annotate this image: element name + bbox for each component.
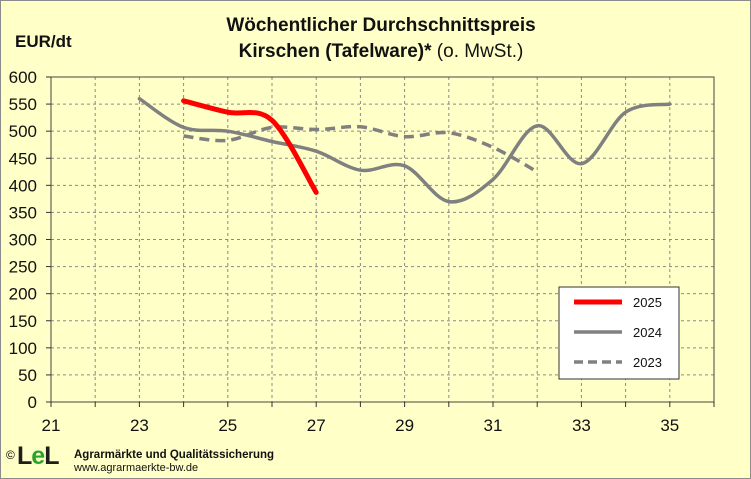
logo-letter-right: L	[44, 442, 59, 470]
legend-label-2025: 2025	[633, 295, 662, 310]
y-tick-label: 200	[9, 285, 37, 304]
x-tick-label: 27	[307, 416, 326, 435]
x-tick-label: 29	[395, 416, 414, 435]
y-tick-label: 100	[9, 339, 37, 358]
y-tick-label: 250	[9, 258, 37, 277]
y-tick-label: 0	[28, 393, 37, 412]
x-tick-label: 33	[572, 416, 591, 435]
y-tick-label: 500	[9, 122, 37, 141]
logo-letter-mid: e	[31, 442, 45, 470]
x-tick-label: 25	[218, 416, 237, 435]
y-tick-label: 400	[9, 176, 37, 195]
series-line-2025	[181, 98, 319, 195]
y-tick-label: 50	[18, 366, 37, 385]
x-tick-label: 21	[42, 416, 61, 435]
x-tick-label: 35	[660, 416, 679, 435]
y-tick-label: 450	[9, 149, 37, 168]
chart-title-line1: Wöchentlicher Durchschnittspreis	[226, 15, 536, 36]
y-tick-label: 300	[9, 231, 37, 250]
chart-title-line2: Kirschen (Tafelware)* (o. MwSt.)	[151, 41, 611, 63]
y-tick-label: 350	[9, 203, 37, 222]
chart-title-note: (o. MwSt.)	[431, 41, 524, 62]
chart-title-product: Kirschen (Tafelware)*	[238, 41, 432, 62]
x-tick-label: 31	[484, 416, 503, 435]
lel-logo: LeL	[17, 442, 59, 470]
series-line-2023	[183, 124, 539, 174]
series-line-2024	[137, 96, 672, 204]
y-axis-unit-label: EUR/dt	[15, 32, 72, 51]
legend-label-2024: 2024	[633, 325, 662, 340]
y-tick-label: 150	[9, 312, 37, 331]
copyright-symbol: ©	[6, 448, 15, 462]
footer-url[interactable]: www.agrarmaerkte-bw.de	[74, 462, 199, 474]
y-tick-label: 550	[9, 95, 37, 114]
legend-label-2023: 2023	[633, 355, 662, 370]
x-tick-label: 23	[130, 416, 149, 435]
y-tick-label: 600	[9, 68, 37, 87]
footer-organization: Agrarmärkte und Qualitätssicherung	[74, 449, 275, 461]
logo-letter-left: L	[17, 442, 32, 470]
